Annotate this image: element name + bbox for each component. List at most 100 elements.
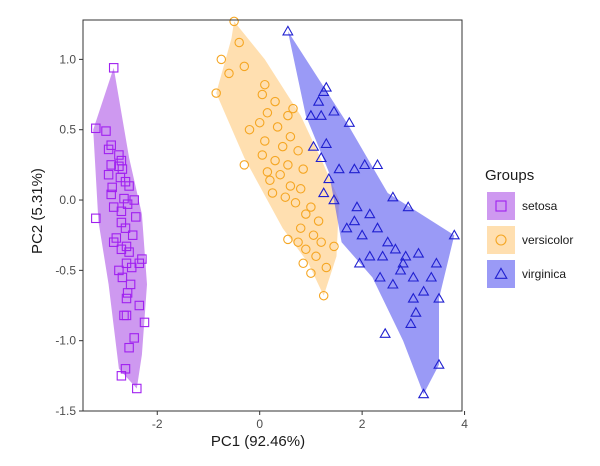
point-setosa [121,293,132,304]
point-versicolor [285,131,296,142]
point-versicolor [229,16,239,27]
point-versicolor [285,181,296,191]
point-setosa [139,317,150,328]
y-tick-label: 0.0 [59,193,76,207]
point-virginica [364,208,376,219]
point-setosa [106,189,116,200]
point-virginica [358,158,371,170]
point-versicolor [244,124,255,135]
x-axis-title: PC1 (92.46%) [211,433,305,450]
axes: -2 0 2 4 -1.5 -1.0 -0.5 0.0 0.5 1.0 [55,19,468,431]
point-virginica [425,271,438,282]
hull-virginica [287,31,455,395]
point-setosa [132,383,142,394]
point-versicolor [321,262,332,273]
point-setosa [131,212,141,222]
point-versicolor [329,241,339,252]
legend-item-setosa: setosa [487,192,558,220]
legend-label: virginica [522,267,566,281]
y-axis-title: PC2 (5.31%) [29,168,46,254]
y-tick-label: 1.0 [59,52,76,66]
point-versicolor [301,209,311,219]
legend-item-virginica: virginica [487,260,566,288]
point-setosa [121,241,132,252]
point-versicolor [267,188,278,198]
point-virginica [430,257,443,268]
point-versicolor [262,167,273,177]
point-virginica [317,187,330,198]
point-versicolor [306,268,316,278]
y-tick-label: -0.5 [55,263,76,277]
point-versicolor [216,54,227,65]
plot-border [82,19,463,412]
point-versicolor [224,68,234,79]
point-virginica [387,191,399,202]
series-virginica [282,25,461,399]
point-virginica [328,194,340,205]
point-setosa [124,181,134,191]
x-tick-label: 0 [256,417,263,431]
point-virginica [433,292,445,303]
series-versicolor [211,16,339,301]
point-virginica [410,306,422,317]
point-versicolor [293,237,303,247]
point-setosa [116,371,127,381]
point-versicolor [262,108,273,118]
point-virginica [371,158,384,170]
point-setosa [119,310,129,321]
point-setosa [117,272,128,283]
point-setosa [129,333,139,343]
point-versicolor [272,122,283,132]
point-virginica [394,264,407,275]
point-setosa [134,300,145,311]
point-versicolor [239,61,250,72]
x-tick-label: 2 [359,417,366,431]
point-versicolor [257,89,268,100]
point-virginica [407,271,420,282]
point-versicolor [306,202,316,212]
point-virginica [353,257,366,268]
point-setosa [114,265,124,276]
legend-swatch [487,260,515,288]
point-setosa [122,199,133,209]
point-versicolor [283,110,293,121]
point-virginica [381,236,394,247]
point-versicolor [318,290,329,301]
data-points [91,16,461,399]
point-virginica [317,85,330,96]
point-versicolor [254,117,265,128]
point-virginica [351,201,363,212]
y-tick-label: -1.5 [55,404,76,418]
point-versicolor [211,88,221,98]
point-versicolor [277,141,288,152]
point-virginica [402,201,415,212]
point-virginica [323,172,335,184]
point-virginica [307,140,320,151]
y-tick-label: -1.0 [55,334,76,348]
point-versicolor [295,184,306,194]
point-virginica [433,358,445,369]
point-versicolor [275,169,285,180]
point-setosa [91,213,101,224]
point-virginica [397,257,409,268]
point-setosa [108,63,119,73]
point-versicolor [260,136,270,146]
legend-title: Groups [485,167,534,184]
point-virginica [343,116,356,127]
point-virginica [356,229,368,240]
point-virginica [312,95,325,106]
point-virginica [389,243,402,254]
point-virginica [348,163,361,174]
point-setosa [101,126,111,136]
point-setosa [114,150,124,160]
point-setosa [124,342,134,353]
legend-label: versicolor [522,233,573,247]
point-versicolor [280,192,291,202]
point-setosa [127,230,138,240]
point-virginica [315,151,327,163]
point-setosa [119,193,129,204]
point-versicolor [283,234,293,245]
point-virginica [407,292,420,303]
